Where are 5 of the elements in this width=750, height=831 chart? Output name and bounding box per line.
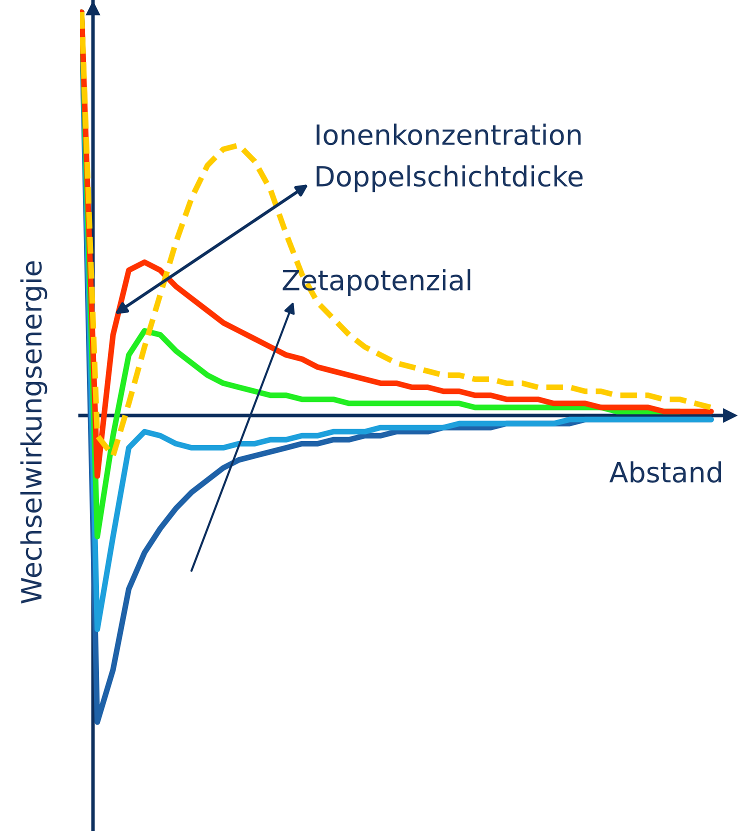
annotation: Zetapotenzial	[282, 269, 470, 296]
annotation: Doppelschichtdicke	[316, 165, 583, 192]
y-axis-title: Wechselwirkungsenergie	[20, 261, 48, 604]
annotation: Ionenkonzentration	[316, 124, 581, 146]
x-axis-title: Abstand	[609, 461, 721, 483]
